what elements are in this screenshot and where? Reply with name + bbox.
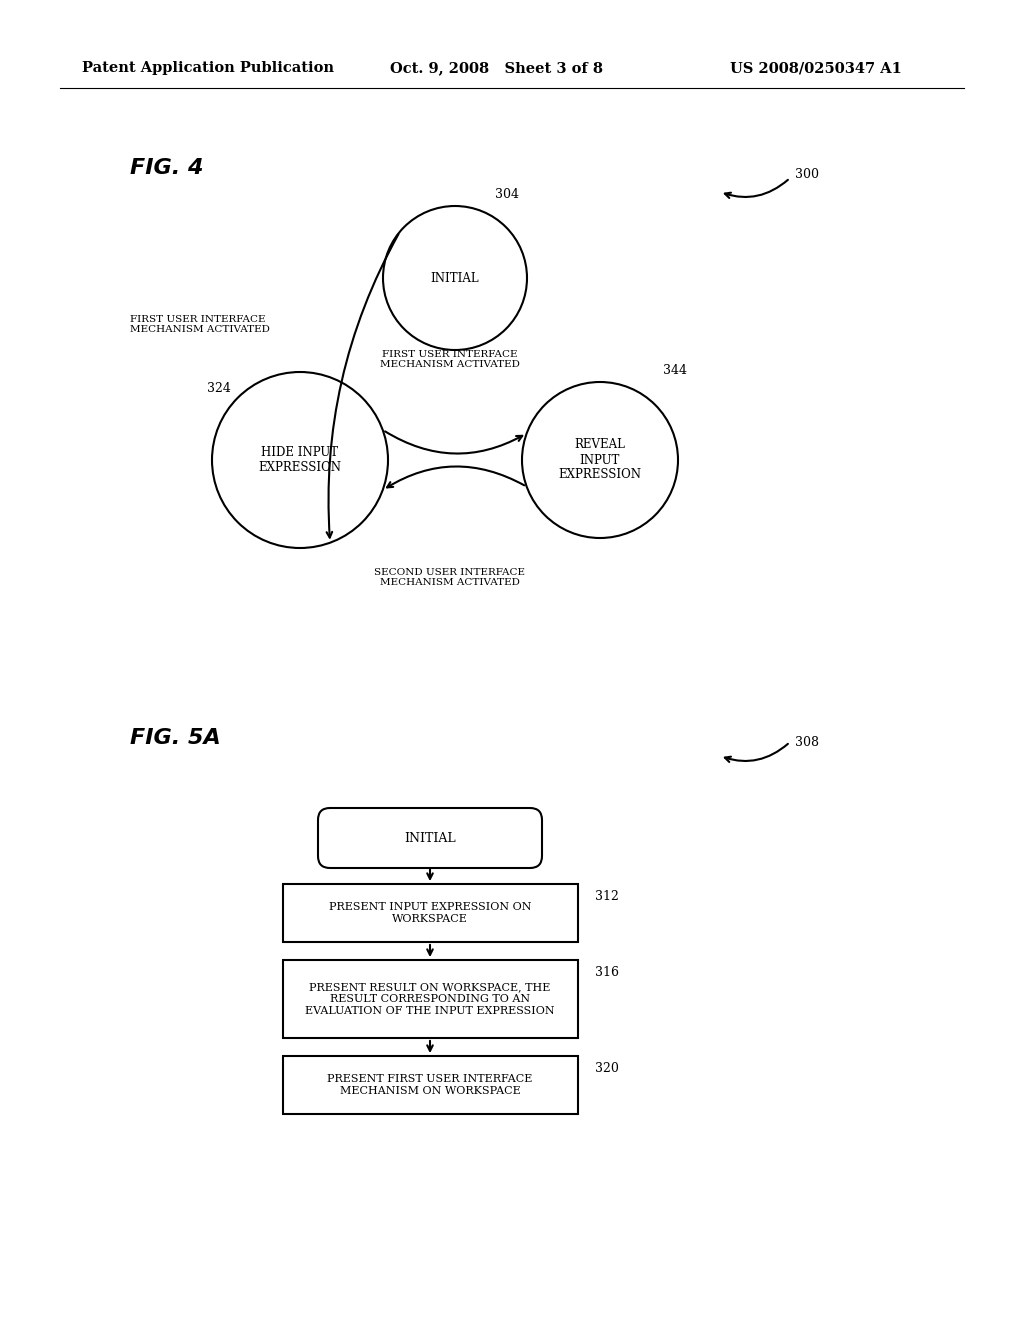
Text: INITIAL: INITIAL <box>431 272 479 285</box>
Text: PRESENT FIRST USER INTERFACE
MECHANISM ON WORKSPACE: PRESENT FIRST USER INTERFACE MECHANISM O… <box>328 1074 532 1096</box>
Text: 324: 324 <box>207 381 230 395</box>
Text: REVEAL
INPUT
EXPRESSION: REVEAL INPUT EXPRESSION <box>558 438 641 482</box>
Text: HIDE INPUT
EXPRESSION: HIDE INPUT EXPRESSION <box>258 446 341 474</box>
Text: FIRST USER INTERFACE
MECHANISM ACTIVATED: FIRST USER INTERFACE MECHANISM ACTIVATED <box>130 315 270 334</box>
Text: 320: 320 <box>596 1063 620 1074</box>
Text: SECOND USER INTERFACE
MECHANISM ACTIVATED: SECOND USER INTERFACE MECHANISM ACTIVATE… <box>375 568 525 587</box>
Text: PRESENT INPUT EXPRESSION ON
WORKSPACE: PRESENT INPUT EXPRESSION ON WORKSPACE <box>329 902 531 924</box>
Text: PRESENT RESULT ON WORKSPACE, THE
RESULT CORRESPONDING TO AN
EVALUATION OF THE IN: PRESENT RESULT ON WORKSPACE, THE RESULT … <box>305 982 555 1015</box>
Bar <box>283 884 578 942</box>
Text: 308: 308 <box>795 735 819 748</box>
Bar <box>283 1056 578 1114</box>
Text: Oct. 9, 2008   Sheet 3 of 8: Oct. 9, 2008 Sheet 3 of 8 <box>390 61 603 75</box>
Text: 316: 316 <box>596 966 620 979</box>
FancyBboxPatch shape <box>318 808 542 869</box>
Text: 344: 344 <box>663 364 687 378</box>
Text: 304: 304 <box>495 187 519 201</box>
Text: Patent Application Publication: Patent Application Publication <box>82 61 334 75</box>
Text: FIG. 5A: FIG. 5A <box>130 729 221 748</box>
Bar <box>283 960 578 1038</box>
Text: FIG. 4: FIG. 4 <box>130 158 204 178</box>
Text: 312: 312 <box>596 890 620 903</box>
Text: INITIAL: INITIAL <box>404 832 456 845</box>
Text: 300: 300 <box>795 169 819 181</box>
Text: US 2008/0250347 A1: US 2008/0250347 A1 <box>730 61 902 75</box>
Text: FIRST USER INTERFACE
MECHANISM ACTIVATED: FIRST USER INTERFACE MECHANISM ACTIVATED <box>380 350 520 370</box>
